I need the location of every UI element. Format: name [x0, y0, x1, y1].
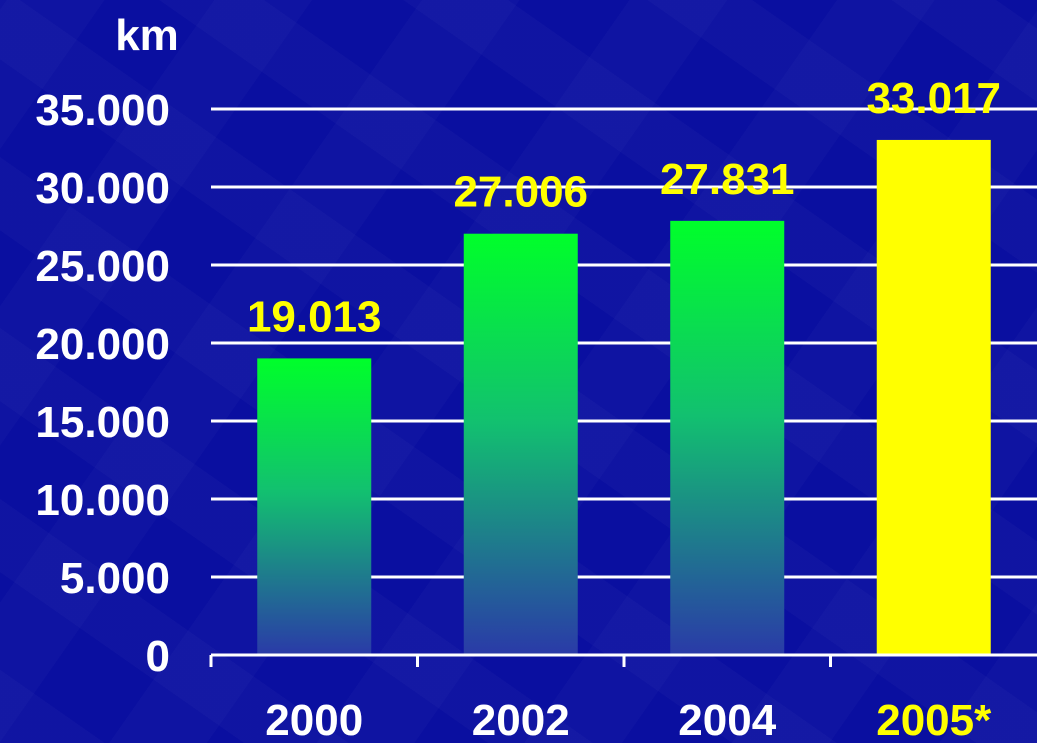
value-label: 27.831 [660, 155, 795, 204]
y-axis-unit-label: km [115, 11, 179, 60]
bar-2002 [463, 233, 578, 655]
x-category-label: 2004 [678, 696, 776, 743]
value-label: 33.017 [866, 74, 1001, 123]
y-tick-label: 5.000 [60, 554, 170, 603]
y-tick-label: 30.000 [35, 164, 170, 213]
value-label: 27.006 [453, 168, 588, 217]
y-tick-label: 10.000 [35, 476, 170, 525]
y-tick-label: 35.000 [35, 86, 170, 135]
y-tick-label: 20.000 [35, 320, 170, 369]
value-label: 19.013 [247, 292, 382, 341]
bar-2000 [257, 358, 372, 655]
value-labels: 19.013 27.006 27.831 33.017 [247, 74, 1001, 341]
bars [257, 139, 991, 655]
bar-2004 [670, 220, 785, 655]
y-tick-label: 0 [146, 632, 170, 681]
x-category-label: 2000 [265, 696, 363, 743]
y-tick-label: 25.000 [35, 242, 170, 291]
category-labels: 2000 2002 2004 2005* [265, 696, 992, 743]
x-axis [209, 653, 1037, 667]
x-category-label: 2002 [472, 696, 570, 743]
x-category-label: 2005* [876, 696, 992, 743]
y-axis-ticks: 0 5.000 10.000 15.000 20.000 25.000 30.000 35.0… [35, 86, 170, 681]
bar-2005 [876, 139, 991, 655]
y-tick-label: 15.000 [35, 398, 170, 447]
